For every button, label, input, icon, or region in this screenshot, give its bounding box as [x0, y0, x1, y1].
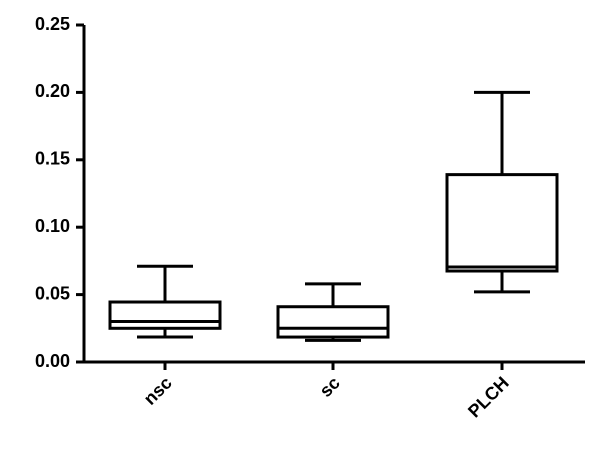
y-tick-label: 0.00: [35, 351, 70, 371]
y-tick-label: 0.05: [35, 283, 70, 303]
y-tick-label: 0.25: [35, 14, 70, 34]
box: [445, 173, 559, 273]
x-tick-label: sc: [316, 373, 344, 401]
y-tick-label: 0.10: [35, 216, 70, 236]
box: [108, 300, 222, 330]
box: [276, 305, 390, 339]
y-tick-label: 0.20: [35, 81, 70, 101]
x-tick-label: PLCH: [464, 373, 513, 422]
x-tick-label: nsc: [140, 373, 176, 409]
y-tick-label: 0.15: [35, 149, 70, 169]
